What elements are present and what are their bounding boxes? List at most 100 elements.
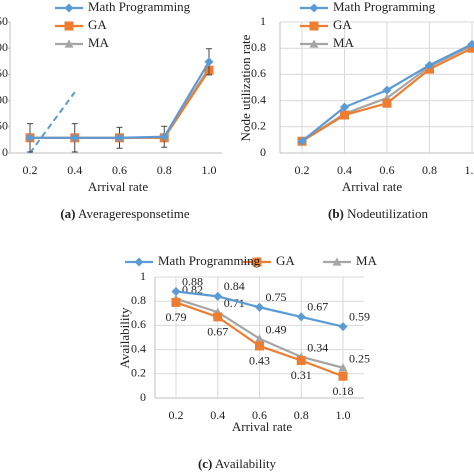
marker bbox=[296, 355, 306, 365]
marker bbox=[255, 302, 264, 312]
legend-marker bbox=[64, 39, 74, 48]
y-tick-label: 150 bbox=[0, 66, 8, 80]
caption-label: (b) bbox=[328, 206, 344, 221]
series-line bbox=[30, 61, 210, 139]
y-tick-label: 50 bbox=[0, 119, 8, 133]
legend-label: Math Programming bbox=[88, 0, 191, 14]
value-label: 0.31 bbox=[291, 368, 312, 382]
marker bbox=[382, 85, 392, 95]
value-label: 0.88 bbox=[182, 274, 203, 288]
y-tick-label: 100 bbox=[0, 92, 8, 106]
marker bbox=[171, 287, 181, 297]
marker bbox=[338, 363, 348, 372]
y-tick-label: 0 bbox=[260, 145, 266, 159]
x-tick-label: 0.2 bbox=[169, 408, 184, 422]
legend-label: MA bbox=[88, 35, 110, 50]
legend-marker bbox=[309, 3, 319, 13]
caption-text: Availability bbox=[215, 456, 277, 471]
y-tick-label: 1 bbox=[260, 14, 266, 28]
marker bbox=[204, 57, 214, 67]
marker bbox=[296, 312, 306, 322]
x-tick-label: 0.6 bbox=[252, 408, 267, 422]
x-tick-label: 0.8 bbox=[294, 408, 309, 422]
x-tick-label: 0.6 bbox=[112, 163, 127, 177]
caption: (c) Availability bbox=[198, 456, 277, 471]
marker bbox=[213, 312, 223, 322]
y-tick-label: 0.4 bbox=[251, 92, 266, 106]
legend-marker bbox=[309, 21, 319, 31]
marker bbox=[255, 334, 264, 343]
legend-marker bbox=[252, 257, 262, 267]
marker bbox=[338, 322, 348, 332]
x-tick-label: 0.2 bbox=[23, 163, 38, 177]
caption-label: (a) bbox=[60, 206, 75, 221]
value-label: 0.25 bbox=[349, 352, 370, 366]
value-label: 0.49 bbox=[266, 322, 287, 336]
legend-marker bbox=[134, 257, 144, 267]
y-tick-label: 0 bbox=[2, 145, 8, 159]
x-axis-label: Arrival rate bbox=[232, 419, 293, 434]
marker bbox=[213, 291, 223, 301]
caption: (a) Averageresponsetime bbox=[60, 206, 190, 221]
marker bbox=[159, 132, 169, 142]
x-tick-label: 0.4 bbox=[210, 408, 225, 422]
x-tick-label: 1.0 bbox=[465, 163, 474, 177]
legend-label: GA bbox=[333, 17, 352, 32]
legend-marker bbox=[64, 3, 74, 13]
x-tick-label: 0.4 bbox=[337, 163, 352, 177]
y-tick-label: 0.4 bbox=[131, 341, 146, 355]
y-tick-label: 200 bbox=[0, 40, 8, 54]
marker bbox=[115, 133, 124, 143]
marker bbox=[25, 133, 35, 143]
legend-marker bbox=[332, 257, 342, 266]
value-label: 0.34 bbox=[307, 341, 328, 355]
value-label: 0.59 bbox=[349, 309, 370, 323]
value-label: 0.79 bbox=[166, 310, 187, 324]
value-label: 0.84 bbox=[224, 279, 245, 293]
x-tick-label: 1.0 bbox=[336, 408, 351, 422]
value-label: 0.67 bbox=[207, 325, 228, 339]
y-tick-label: 1 bbox=[140, 269, 146, 283]
marker bbox=[70, 133, 80, 143]
caption: (b) Nodeutilization bbox=[328, 206, 429, 221]
y-axis-label: Availability bbox=[117, 307, 132, 369]
marker bbox=[340, 102, 349, 112]
legend-label: GA bbox=[88, 17, 107, 32]
y-tick-label: 0.8 bbox=[131, 293, 146, 307]
y-tick-label: 0.6 bbox=[251, 66, 266, 80]
marker bbox=[338, 371, 348, 381]
x-tick-label: 0.4 bbox=[67, 163, 82, 177]
legend-label: Math Programming bbox=[333, 0, 436, 14]
caption-text: Averageresponsetime bbox=[78, 206, 190, 221]
y-tick-label: 250 bbox=[0, 14, 8, 28]
y-axis-label: Node utilization rate bbox=[238, 34, 253, 141]
marker bbox=[382, 98, 392, 108]
legend-label: GA bbox=[276, 253, 295, 268]
legend-label: MA bbox=[333, 35, 355, 50]
y-tick-label: 0.8 bbox=[251, 40, 266, 54]
x-tick-label: 0.8 bbox=[157, 163, 172, 177]
value-label: 0.67 bbox=[307, 300, 328, 314]
trendline bbox=[29, 91, 76, 154]
legend-marker bbox=[309, 39, 319, 48]
x-tick-label: 0.2 bbox=[295, 163, 310, 177]
marker bbox=[255, 341, 264, 351]
value-label: 0.75 bbox=[266, 290, 287, 304]
y-tick-label: 0 bbox=[140, 390, 146, 404]
value-label: 0.18 bbox=[333, 384, 354, 398]
marker bbox=[425, 60, 434, 70]
y-tick-label: 0.6 bbox=[131, 317, 146, 331]
marker bbox=[467, 39, 474, 49]
legend-label: Math Programming bbox=[158, 253, 261, 268]
y-tick-label: 0.2 bbox=[131, 366, 146, 380]
y-tick-label: 0.2 bbox=[251, 119, 266, 133]
legend-marker bbox=[64, 21, 74, 31]
x-axis-label: Arrival rate bbox=[88, 179, 149, 194]
caption-text: Nodeutilization bbox=[347, 206, 428, 221]
x-tick-label: 1.0 bbox=[202, 163, 217, 177]
x-tick-label: 0.6 bbox=[380, 163, 395, 177]
marker bbox=[340, 110, 349, 120]
legend-label: MA bbox=[356, 253, 378, 268]
marker bbox=[297, 136, 307, 146]
